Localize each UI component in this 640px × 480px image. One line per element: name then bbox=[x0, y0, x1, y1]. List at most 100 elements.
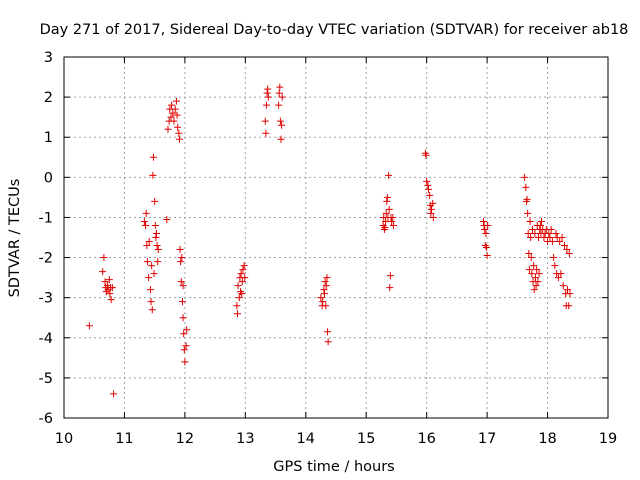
data-point bbox=[383, 193, 391, 201]
data-point bbox=[262, 101, 270, 109]
data-point bbox=[389, 221, 397, 229]
data-point bbox=[557, 270, 565, 278]
x-axis-label: GPS time / hours bbox=[273, 459, 394, 475]
data-points bbox=[85, 83, 574, 398]
data-point bbox=[99, 268, 107, 276]
data-point bbox=[140, 217, 148, 225]
data-point bbox=[479, 217, 487, 225]
data-point bbox=[558, 234, 566, 241]
data-point bbox=[146, 286, 154, 294]
data-point bbox=[179, 314, 187, 322]
data-point bbox=[548, 238, 556, 246]
data-point bbox=[154, 246, 162, 254]
y-tick-label: -2 bbox=[39, 251, 53, 267]
data-point bbox=[533, 266, 541, 274]
chart-title: Day 271 of 2017, Sidereal Day-to-day VTE… bbox=[40, 22, 629, 38]
data-point bbox=[176, 246, 184, 254]
data-point bbox=[169, 109, 177, 117]
data-point bbox=[324, 328, 332, 336]
data-point bbox=[424, 181, 432, 189]
data-point bbox=[181, 358, 189, 366]
data-point bbox=[264, 93, 272, 101]
data-point bbox=[149, 171, 157, 179]
data-point bbox=[275, 101, 283, 109]
data-point bbox=[483, 244, 491, 252]
data-point bbox=[545, 229, 553, 237]
data-point bbox=[148, 262, 156, 270]
data-point bbox=[484, 221, 492, 229]
data-point bbox=[153, 242, 161, 250]
data-point bbox=[482, 229, 490, 237]
data-point bbox=[182, 342, 190, 350]
data-point bbox=[241, 274, 249, 282]
data-point bbox=[239, 266, 247, 274]
data-point bbox=[551, 262, 559, 270]
data-point bbox=[429, 199, 437, 207]
data-point bbox=[481, 225, 489, 233]
x-tick-label: 10 bbox=[55, 431, 73, 447]
data-point bbox=[171, 105, 179, 113]
data-point bbox=[534, 278, 542, 286]
data-point bbox=[177, 278, 185, 286]
data-point bbox=[321, 290, 329, 298]
data-point bbox=[550, 254, 558, 262]
y-tick-label: -1 bbox=[39, 210, 53, 226]
data-point bbox=[566, 290, 574, 298]
data-point bbox=[424, 185, 432, 193]
data-point bbox=[323, 274, 331, 282]
data-point bbox=[321, 278, 329, 286]
data-point bbox=[320, 286, 328, 294]
data-point bbox=[106, 290, 114, 298]
data-point bbox=[178, 254, 186, 262]
data-point bbox=[525, 266, 533, 274]
y-tick-label: 1 bbox=[44, 130, 53, 146]
data-point bbox=[173, 111, 181, 119]
data-point bbox=[483, 252, 491, 260]
data-point bbox=[547, 225, 555, 233]
data-point bbox=[382, 217, 390, 225]
data-point bbox=[386, 284, 394, 292]
x-tick-label: 12 bbox=[176, 431, 194, 447]
y-tick-label: 3 bbox=[44, 50, 53, 66]
data-point bbox=[276, 117, 284, 125]
x-axis-ticks: 10 11 12 13 14 15 16 17 18 19 bbox=[55, 57, 617, 447]
data-point bbox=[385, 205, 393, 213]
data-point bbox=[148, 306, 156, 314]
data-point bbox=[275, 89, 283, 97]
data-point bbox=[233, 310, 241, 318]
data-point bbox=[151, 221, 159, 229]
data-point bbox=[174, 123, 182, 131]
data-point bbox=[164, 125, 172, 133]
data-point bbox=[240, 262, 248, 270]
data-point bbox=[383, 197, 391, 205]
data-point bbox=[556, 238, 564, 246]
data-point bbox=[145, 238, 153, 246]
data-point bbox=[278, 121, 286, 129]
data-point bbox=[536, 221, 544, 229]
data-point bbox=[152, 229, 160, 237]
data-point bbox=[263, 89, 271, 97]
x-tick-label: 13 bbox=[236, 431, 254, 447]
data-point bbox=[105, 276, 113, 284]
data-point bbox=[535, 270, 543, 278]
data-point bbox=[385, 171, 393, 179]
data-point bbox=[528, 225, 536, 233]
data-point bbox=[427, 209, 435, 217]
data-point bbox=[234, 282, 242, 290]
data-point bbox=[277, 135, 285, 143]
data-point bbox=[261, 117, 269, 125]
data-point bbox=[531, 229, 539, 237]
y-tick-label: 0 bbox=[44, 170, 53, 186]
data-point bbox=[143, 258, 151, 266]
data-point bbox=[565, 302, 573, 310]
data-point bbox=[389, 213, 397, 221]
data-point bbox=[423, 177, 431, 185]
data-point bbox=[163, 215, 171, 223]
data-point bbox=[388, 217, 396, 225]
data-point bbox=[168, 101, 176, 109]
y-tick-label: 2 bbox=[44, 90, 53, 106]
data-point bbox=[559, 282, 567, 290]
y-axis-ticks: -6 -5 -4 -3 -2 -1 0 1 2 3 bbox=[39, 50, 608, 427]
data-point bbox=[322, 302, 330, 310]
data-point bbox=[151, 197, 159, 205]
